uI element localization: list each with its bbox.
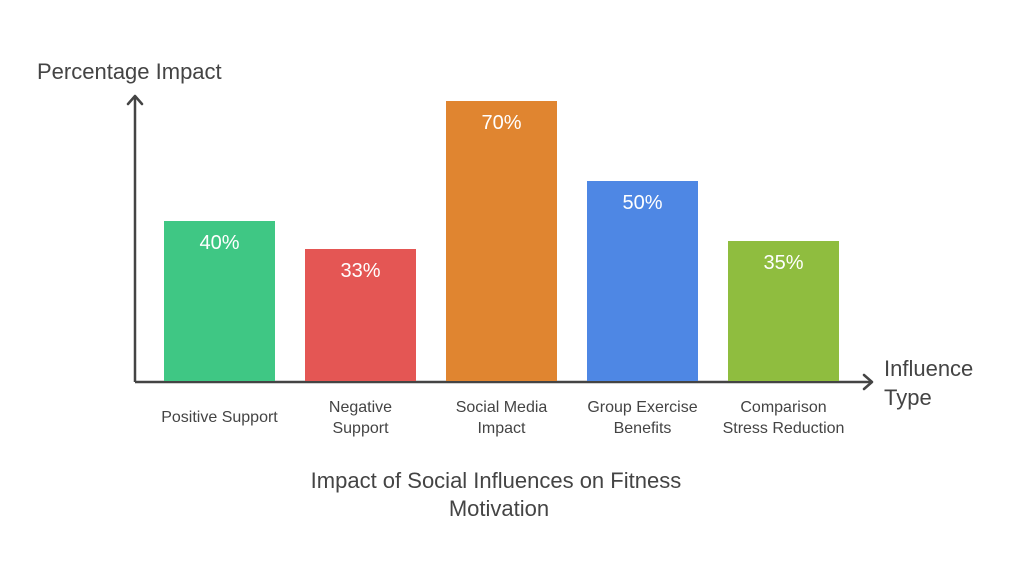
chart-title-line-2: Motivation (449, 496, 549, 521)
chart-title-line-1: Impact of Social Influences on Fitness (311, 468, 682, 493)
category-label-2: Negative Support (329, 399, 392, 437)
x-axis-title-line-2: Type (884, 385, 932, 410)
value-label-5: 35% (763, 252, 803, 274)
chart-title: Impact of Social Influences on Fitness M… (311, 468, 688, 521)
value-label-4: 50% (622, 192, 662, 214)
bar-3 (446, 101, 557, 381)
value-labels-group: 40% 33% 70% 50% 35% (199, 112, 803, 282)
x-axis-arrow (862, 373, 874, 391)
category-label-4: Group Exercise Benefits (587, 399, 697, 437)
category-label-3: Social Media Impact (456, 399, 548, 437)
value-label-1: 40% (199, 232, 239, 254)
y-axis-arrow (126, 94, 144, 106)
x-axis-title: Influence Type (884, 356, 979, 410)
bar-4 (587, 181, 698, 381)
bar-1 (164, 221, 275, 381)
category-label-5: Comparison Stress Reduction (723, 399, 845, 437)
bar-2 (305, 249, 416, 381)
y-axis-title: Percentage Impact (37, 59, 222, 84)
bars-group (164, 101, 839, 381)
value-label-2: 33% (340, 260, 380, 282)
category-label-1: Positive Support (161, 409, 278, 426)
x-axis-title-line-1: Influence (884, 356, 973, 381)
category-labels-group: Positive Support Negative Support Social Me… (161, 399, 844, 437)
value-label-3: 70% (481, 112, 521, 134)
bar-5 (728, 241, 839, 381)
